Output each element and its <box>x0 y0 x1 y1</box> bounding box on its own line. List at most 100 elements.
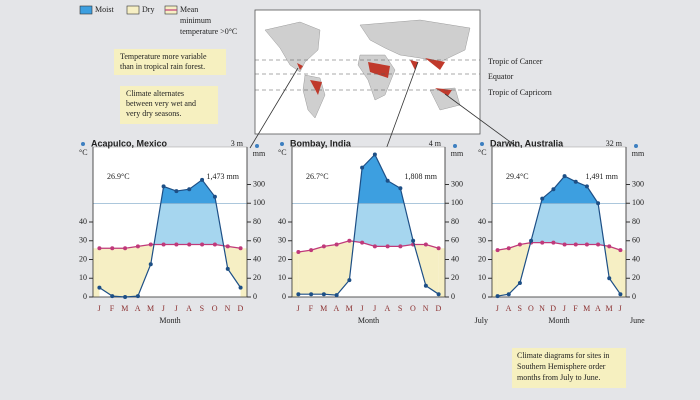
precipitation-line-point <box>296 292 301 297</box>
precipitation-line-point <box>573 179 578 184</box>
precipitation-line-point <box>187 187 192 192</box>
annual-precipitation: 1,491 mm <box>586 172 619 181</box>
precipitation-line-point <box>584 184 589 189</box>
temperature-line-point <box>540 240 545 245</box>
x-tick-label: M <box>320 304 328 313</box>
temperature-line-point <box>517 242 522 247</box>
annual-precipitation: 1,473 mm <box>207 172 240 181</box>
chart-title: Darwin, Australia <box>490 138 564 148</box>
temperature-line-point <box>562 242 567 247</box>
x-tick-label: M <box>605 304 613 313</box>
precipitation-line-point <box>161 184 166 189</box>
elevation: 4 m <box>429 139 442 148</box>
y-tick-label: 30 <box>79 236 87 245</box>
x-tick-label: J <box>297 304 301 313</box>
annotation-box <box>512 348 626 388</box>
x-axis-label: Month <box>548 316 569 325</box>
temperature-line-point <box>296 250 301 254</box>
y-tick-label: 20 <box>79 254 87 263</box>
y2-tick-label: 0 <box>451 292 455 301</box>
annual-precipitation: 1,808 mm <box>405 172 438 181</box>
savanna-region <box>297 58 452 96</box>
y-tick-label: 20 <box>278 254 286 263</box>
unit-dot <box>634 144 638 148</box>
y-tick-label: 40 <box>278 217 286 226</box>
dry-area <box>438 248 445 297</box>
dry-area <box>620 250 626 297</box>
annotation: between very wet and <box>126 99 196 108</box>
annotation: months from July to June. <box>517 373 600 382</box>
y-tick-label: 20 <box>478 254 486 263</box>
y2-unit: mm <box>253 149 266 158</box>
annotation: Climate alternates <box>126 89 184 98</box>
y2-tick-label: 60 <box>253 236 261 245</box>
temperature-line-point <box>423 242 428 247</box>
temperature-line-point <box>573 242 578 247</box>
precipitation-line-point <box>97 285 102 290</box>
unit-dot <box>255 144 259 148</box>
y2-tick-label: 100 <box>451 198 463 207</box>
arrow <box>444 93 529 156</box>
dry-area <box>492 250 498 297</box>
y2-tick-label: 20 <box>253 273 261 282</box>
temperature-line-point <box>135 244 140 249</box>
x-tick-label: A <box>384 304 390 313</box>
y-tick-label: 0 <box>482 292 486 301</box>
x-tick-label: A <box>186 304 192 313</box>
x-tick-label: J <box>563 304 567 313</box>
x-tick-label: F <box>110 304 115 313</box>
temperature-line-point <box>551 240 556 245</box>
map-label: Equator <box>488 72 514 81</box>
x-tick-label: O <box>212 304 218 313</box>
precipitation-line-point <box>436 292 441 297</box>
temperature-line <box>99 243 241 249</box>
dry-area <box>292 252 299 297</box>
dry-area <box>93 248 100 297</box>
precipitation-line-point <box>148 262 153 267</box>
y-tick-label: 40 <box>79 217 87 226</box>
temperature-line-point <box>97 246 102 251</box>
temperature-line-point <box>200 242 205 247</box>
unit-dot <box>453 144 457 148</box>
x-tick-label: O <box>528 304 534 313</box>
temperature-line-point <box>321 244 326 249</box>
mean-temperature: 26.9°C <box>107 172 130 181</box>
precipitation-line-point <box>309 292 314 297</box>
precipitation-line-point <box>398 186 403 191</box>
arrow <box>249 67 299 149</box>
temperature-line <box>298 240 439 253</box>
y-tick-label: 0 <box>282 292 286 301</box>
temperature-line-point <box>607 244 612 249</box>
moist-area <box>497 176 621 251</box>
y-tick-label: 10 <box>79 273 87 282</box>
precipitation-line-point <box>607 276 612 281</box>
temperature-line-point <box>347 238 352 243</box>
precipitation-line-point <box>596 201 601 206</box>
precipitation-line-point <box>200 177 205 182</box>
precipitation-line-point <box>495 294 500 299</box>
temperature-line-point <box>360 240 365 245</box>
x-tick-label: A <box>333 304 339 313</box>
annotation: Southern Hemisphere order <box>517 362 606 371</box>
precipitation-line-point <box>135 294 140 299</box>
y2-tick-label: 100 <box>632 198 644 207</box>
y2-tick-label: 20 <box>451 273 459 282</box>
y2-tick-label: 300 <box>451 179 463 188</box>
y2-tick-label: 80 <box>632 217 640 226</box>
precipitation-line-point <box>360 165 365 170</box>
annotation: very dry seasons. <box>126 109 181 118</box>
precipitation-line-point <box>321 292 326 297</box>
continent <box>264 21 321 73</box>
precipitation-line-point <box>618 292 623 297</box>
precipitation-line-point <box>334 293 339 298</box>
x-tick-label: M <box>583 304 591 313</box>
temperature-line-point <box>398 244 403 249</box>
x-tick-label: J <box>98 304 102 313</box>
temperature-line-point <box>618 248 623 253</box>
y-tick-label: 10 <box>478 273 486 282</box>
precipitation-line-point <box>517 280 522 285</box>
legend-label: temperature >0°C <box>180 27 237 36</box>
y2-tick-label: 40 <box>451 254 459 263</box>
dry-area <box>240 248 247 297</box>
y2-tick-label: 40 <box>632 254 640 263</box>
